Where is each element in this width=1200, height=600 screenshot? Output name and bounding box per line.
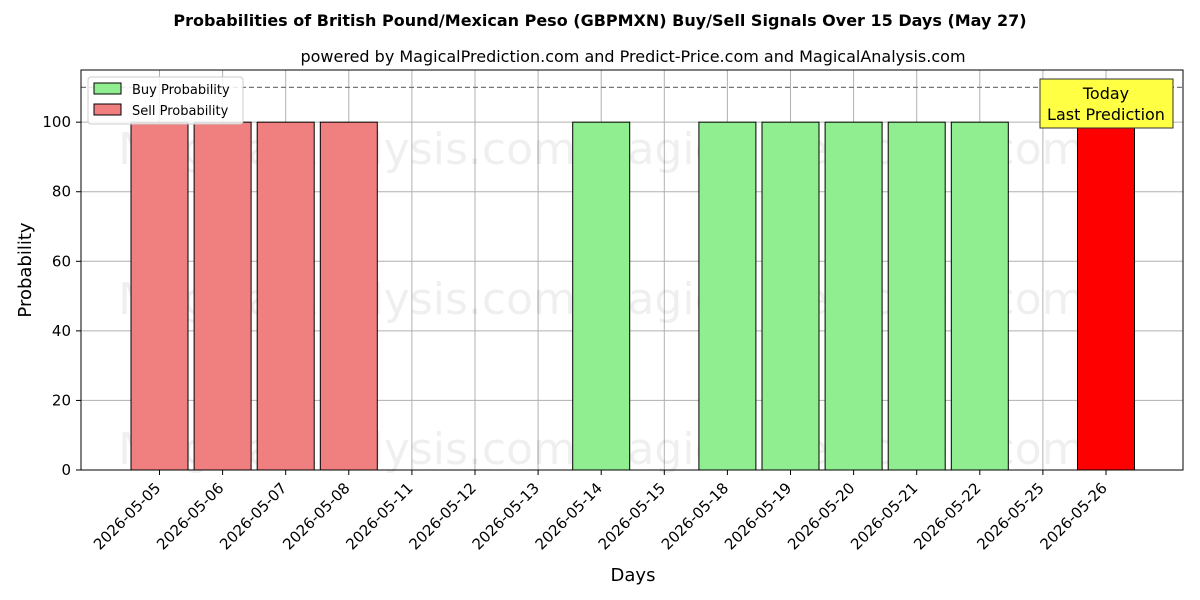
y-ticks: 0 20 40 60 80 100	[42, 113, 81, 479]
x-tick-label: 2026-05-05	[90, 479, 164, 553]
bar-buy	[698, 121, 757, 471]
y-tick-label: 80	[52, 183, 71, 201]
bar-buy	[950, 121, 1009, 471]
legend-frame	[87, 76, 244, 125]
plot-frame	[80, 69, 1184, 471]
x-axis-label: Days	[611, 565, 656, 586]
x-tick-label: 2026-05-07	[216, 479, 290, 553]
x-tick-label: 2026-05-19	[721, 479, 795, 553]
legend-swatch-sell	[93, 103, 122, 116]
y-tick-label: 0	[61, 461, 71, 479]
today-annotation: Today Last Prediction	[1039, 78, 1174, 129]
chart-subtitle: powered by MagicalPrediction.com and Pre…	[300, 47, 965, 66]
x-tick-label: 2026-05-14	[532, 479, 606, 553]
bar-buy	[824, 121, 883, 471]
annotation-line-1: Today	[1082, 84, 1129, 103]
x-tick-label: 2026-05-12	[405, 479, 479, 553]
y-tick-label: 40	[52, 322, 71, 340]
axes	[80, 69, 1184, 471]
x-tick-label: 2026-05-06	[153, 479, 227, 553]
bar-sell	[1077, 121, 1135, 471]
x-tick-label: 2026-05-25	[973, 479, 1047, 553]
legend-swatch-buy	[93, 82, 122, 95]
annotation-box	[1039, 78, 1174, 129]
bar-sell	[256, 121, 315, 471]
bar-sell	[193, 121, 252, 471]
y-tick-label: 60	[52, 252, 71, 270]
x-tick-label: 2026-05-22	[910, 479, 984, 553]
x-tick-label: 2026-05-21	[847, 479, 921, 553]
y-axis-label: Probability	[15, 222, 36, 317]
x-tick-label: 2026-05-26	[1036, 479, 1110, 553]
bars	[130, 121, 1135, 471]
x-tick-label: 2026-05-13	[469, 479, 543, 553]
bar-sell	[319, 121, 378, 471]
x-tick-label: 2026-05-20	[784, 479, 858, 553]
legend: Buy Probability Sell Probability	[87, 76, 244, 125]
bar-buy	[887, 121, 946, 471]
x-ticks: 2026-05-052026-05-062026-05-072026-05-08…	[90, 470, 1111, 553]
bar-sell	[130, 121, 189, 471]
x-tick-label: 2026-05-15	[595, 479, 669, 553]
chart-title: Probabilities of British Pound/Mexican P…	[173, 11, 1026, 30]
bar-buy	[761, 121, 820, 471]
annotation-line-2: Last Prediction	[1047, 105, 1165, 124]
bar-buy	[572, 121, 631, 471]
y-tick-label: 20	[52, 391, 71, 409]
x-tick-label: 2026-05-11	[342, 479, 416, 553]
legend-label-sell: Sell Probability	[132, 104, 229, 119]
x-tick-label: 2026-05-08	[279, 479, 353, 553]
legend-label-buy: Buy Probability	[132, 83, 230, 98]
y-tick-label: 100	[42, 113, 71, 131]
x-tick-label: 2026-05-18	[658, 479, 732, 553]
